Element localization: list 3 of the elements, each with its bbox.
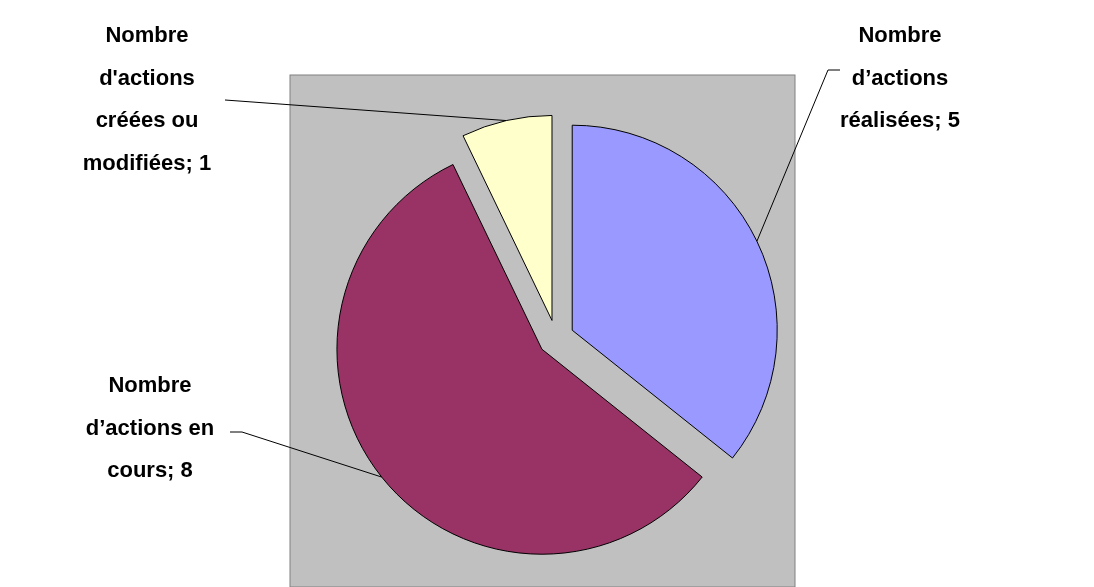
slice-label: Nombre d'actions créées ou modifiées; 1 <box>82 22 212 175</box>
slice-label: Nombre d’actions réalisées; 5 <box>840 22 960 132</box>
slice-label: Nombre d’actions en cours; 8 <box>85 372 215 482</box>
